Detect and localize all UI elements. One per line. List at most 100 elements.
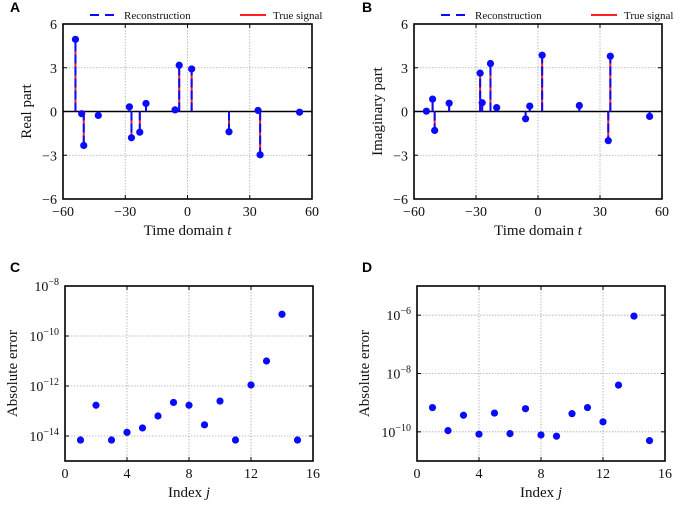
data-point	[138, 424, 147, 432]
data-point	[537, 431, 545, 439]
x-axis-label: Time domain t	[494, 223, 583, 239]
x-axis-label-text: Time domain	[144, 223, 228, 239]
data-point	[278, 310, 286, 318]
plot-frame	[413, 23, 663, 200]
y-tick-label: −3	[42, 149, 57, 164]
data-point	[123, 428, 131, 436]
data-point	[142, 99, 150, 108]
x-axis-label: Index j	[168, 485, 210, 501]
legend-reconstruction-label: Reconstruction	[475, 10, 542, 22]
data-point	[575, 101, 583, 110]
y-tick-label: −6	[42, 193, 57, 208]
legend-true-signal-label: True signal	[273, 10, 322, 22]
y-tick-label: 6	[50, 18, 57, 33]
plot-frame	[64, 285, 314, 462]
data-point	[478, 99, 486, 107]
x-tick-label: 4	[476, 467, 483, 482]
panel-letter: D	[362, 259, 372, 275]
x-tick-label: −60	[52, 205, 74, 220]
data-point	[92, 401, 100, 409]
data-point	[76, 436, 85, 444]
x-tick-label: 0	[414, 467, 421, 482]
data-point	[459, 411, 468, 419]
y-tick-label-base: 10	[29, 380, 43, 395]
data-point	[493, 103, 501, 112]
data-point	[256, 151, 264, 159]
y-axis-label: Absolute error	[357, 330, 373, 417]
x-tick-label: 12	[244, 467, 258, 482]
x-axis-label-text: Time domain	[494, 223, 578, 239]
data-point	[200, 421, 209, 429]
y-tick-label-base: 10	[34, 280, 48, 295]
y-tick-label-exponent: −8	[400, 365, 411, 376]
y-tick-label-exponent: −6	[400, 306, 411, 317]
x-tick-label: 30	[593, 205, 607, 220]
data-point	[127, 134, 136, 142]
data-point	[136, 128, 144, 136]
x-tick-label: 8	[538, 467, 545, 482]
legend-reconstruction-label: Reconstruction	[124, 10, 191, 22]
data-point	[125, 103, 133, 111]
x-tick-label: −60	[403, 205, 425, 220]
data-point	[422, 107, 430, 115]
x-axis-label-text: Index	[520, 485, 558, 501]
y-axis-label: Absolute error	[5, 330, 21, 417]
y-tick-label-exponent: −10	[43, 327, 59, 338]
data-point	[490, 409, 499, 417]
data-point	[476, 69, 484, 77]
data-point	[614, 381, 623, 389]
data-point	[216, 397, 224, 405]
y-tick-label: 10−10	[381, 423, 411, 441]
data-point	[80, 141, 88, 150]
data-point	[225, 128, 233, 136]
y-tick-label: 10−8	[34, 277, 59, 295]
y-tick-label: 10−10	[29, 327, 59, 345]
data-point	[475, 430, 483, 438]
y-tick-label-exponent: −8	[48, 277, 59, 288]
y-axis-label: Real part	[19, 83, 35, 138]
data-point	[188, 65, 196, 73]
y-tick-label: 10−8	[386, 365, 411, 383]
x-tick-label: 16	[306, 467, 320, 482]
x-tick-label: 0	[535, 205, 542, 220]
y-tick-label: −3	[393, 149, 408, 164]
y-tick-label: 3	[50, 62, 57, 77]
y-axis-label: Imaginary part	[370, 66, 386, 156]
y-tick-label: 3	[401, 62, 408, 77]
y-tick-label-base: 10	[29, 430, 43, 445]
x-axis-label-variable: j	[204, 485, 210, 501]
x-tick-label: 0	[184, 205, 191, 220]
data-point	[606, 52, 614, 60]
y-tick-label: 0	[50, 106, 57, 121]
data-point	[175, 61, 183, 69]
data-point	[154, 412, 162, 420]
x-tick-label: 16	[658, 467, 672, 482]
y-tick-label: −6	[393, 193, 408, 208]
panel-letter: B	[362, 0, 372, 15]
data-point	[293, 436, 302, 444]
data-point	[630, 312, 638, 320]
x-axis-label-text: Index	[168, 485, 206, 501]
x-tick-label: 60	[655, 205, 669, 220]
y-tick-label: 10−14	[29, 427, 59, 445]
panel-letter: C	[10, 259, 20, 275]
data-point	[506, 429, 514, 438]
legend: Reconstruction True signal	[90, 10, 322, 22]
data-point	[444, 427, 452, 435]
data-point	[94, 111, 102, 120]
data-point	[231, 436, 240, 444]
data-point	[107, 436, 116, 444]
data-point	[526, 102, 534, 110]
data-point	[431, 126, 439, 135]
y-tick-label-base: 10	[386, 368, 400, 383]
x-axis-label-variable: t	[578, 223, 583, 239]
data-point	[169, 398, 178, 407]
x-tick-label: −30	[465, 205, 487, 220]
x-axis-label-variable: t	[227, 223, 232, 239]
y-tick-label-base: 10	[29, 330, 43, 345]
data-point	[445, 99, 453, 107]
